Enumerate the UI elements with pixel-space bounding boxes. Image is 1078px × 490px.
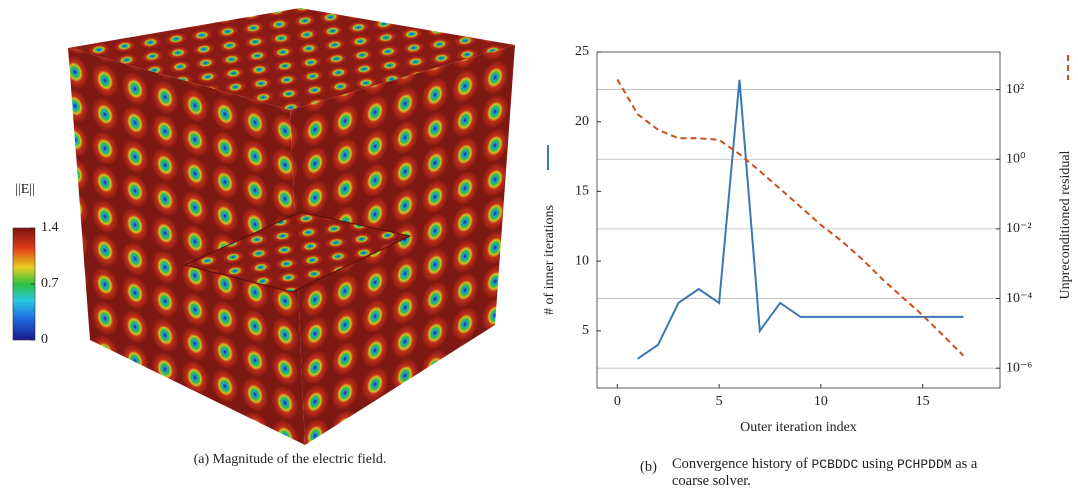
colorbar-tick-label: 0 (41, 332, 48, 347)
y-tick-label: 20 (575, 114, 589, 129)
y2-tick-label: 10⁰ (1006, 151, 1026, 166)
series-line (637, 79, 964, 360)
caption-text: as a coarse solver. (672, 456, 978, 489)
y-tick-label: 25 (575, 44, 589, 59)
x-tick-label: 15 (916, 394, 930, 409)
y2-axis-label: Unpreconditioned residual (1058, 150, 1073, 299)
y-axis-label: # of inner iterations (542, 205, 557, 315)
plot-frame (596, 51, 1001, 389)
cube-render (68, 8, 515, 445)
caption-b: Convergence history of PCBDDC using PCHP… (672, 456, 1012, 490)
y-tick-label: 15 (575, 184, 589, 199)
caption-text: Convergence history of (672, 456, 812, 472)
cube-cut (183, 211, 412, 293)
colorbar: ||E|| 0 0.7 1.4 (12, 182, 59, 347)
line-chart: 10⁻⁶ 10⁻⁴ 10⁻² 10⁰ 10² 5 10 15 20 25 0 5 10 15 Outer i… (542, 44, 1073, 435)
x-tick-label: 5 (716, 394, 723, 409)
y2-tick-label: 10⁻⁴ (1006, 291, 1032, 306)
x-tick-label: 0 (614, 394, 621, 409)
caption-code: PCHPDDM (896, 457, 952, 472)
colorbar-tick-label: 1.4 (41, 220, 59, 235)
cube-left (68, 48, 305, 445)
y2-tick-label: 10² (1006, 82, 1024, 97)
caption-text: using (858, 456, 897, 472)
x-tick-label: 10 (814, 394, 828, 409)
y-tick-label: 5 (582, 323, 589, 338)
cube-top (68, 8, 515, 110)
y2-tick-label: 10⁻² (1006, 221, 1032, 236)
caption-code: PCBDDC (811, 457, 859, 472)
y2-tick-label: 10⁻⁶ (1006, 360, 1032, 375)
caption-a: (a) Magnitude of the electric field. (194, 452, 387, 467)
x-axis-label: Outer iteration index (740, 420, 857, 435)
y-tick-label: 10 (575, 253, 589, 268)
cube-right (290, 45, 515, 445)
colorbar-label: ||E|| (15, 182, 35, 197)
colorbar-tick-label: 0.7 (41, 276, 59, 291)
series-line (616, 78, 965, 357)
caption-b-label: (b) (640, 459, 657, 475)
